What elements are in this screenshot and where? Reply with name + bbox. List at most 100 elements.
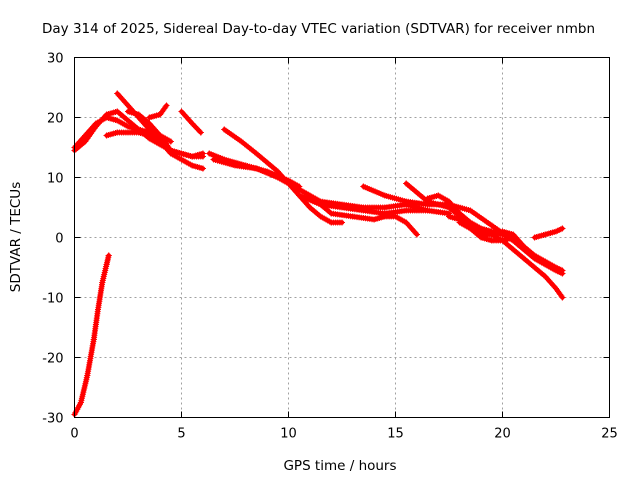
data-point bbox=[317, 213, 324, 220]
data-point bbox=[531, 252, 538, 259]
series-track-7 bbox=[146, 102, 170, 121]
data-point bbox=[103, 261, 110, 268]
data-point bbox=[510, 231, 517, 238]
data-point bbox=[125, 123, 131, 130]
y-tick-label: 0 bbox=[55, 232, 63, 247]
x-tick-label: 10 bbox=[280, 427, 297, 442]
data-point bbox=[206, 150, 213, 157]
data-point bbox=[349, 213, 356, 220]
data-point bbox=[328, 219, 335, 226]
data-point bbox=[197, 129, 204, 136]
data-point bbox=[253, 165, 260, 172]
data-point bbox=[435, 192, 442, 199]
data-point bbox=[488, 237, 495, 244]
data-point bbox=[146, 114, 153, 121]
data-point bbox=[264, 159, 271, 166]
data-point bbox=[114, 129, 121, 136]
data-point bbox=[125, 108, 131, 115]
data-point bbox=[92, 120, 99, 127]
data-point bbox=[253, 150, 260, 157]
data-point bbox=[163, 102, 170, 109]
y-tick-labels: -30 -20 -10 0 10 20 30 bbox=[42, 52, 63, 427]
data-point bbox=[146, 120, 153, 127]
data-point bbox=[424, 195, 431, 202]
data-point bbox=[317, 201, 324, 208]
data-point bbox=[114, 90, 121, 97]
data-point bbox=[542, 273, 549, 280]
data-point bbox=[105, 252, 112, 259]
data-point bbox=[424, 207, 431, 214]
series-track-8 bbox=[178, 108, 204, 136]
plot-frame bbox=[74, 57, 610, 418]
data-point bbox=[232, 162, 238, 169]
data-point bbox=[531, 264, 538, 271]
data-point bbox=[157, 132, 164, 139]
data-point bbox=[103, 114, 110, 121]
data-point bbox=[178, 150, 185, 157]
data-point bbox=[542, 231, 549, 238]
data-point bbox=[531, 234, 538, 241]
y-tick-label: -20 bbox=[42, 352, 63, 367]
y-axis-label: SDTVAR / TECUs bbox=[8, 182, 24, 292]
data-point bbox=[467, 219, 474, 226]
data-point bbox=[103, 132, 110, 139]
data-point bbox=[146, 132, 153, 139]
data-point bbox=[559, 294, 566, 301]
x-tick-label: 5 bbox=[177, 427, 185, 442]
data-point bbox=[478, 225, 485, 232]
data-point bbox=[135, 129, 142, 136]
data-point bbox=[339, 219, 345, 226]
data-point bbox=[77, 399, 84, 406]
x-tick-label: 20 bbox=[494, 427, 511, 442]
data-point bbox=[189, 153, 196, 160]
data-point bbox=[520, 243, 527, 250]
data-point bbox=[456, 219, 463, 226]
data-point bbox=[82, 138, 89, 145]
data-point bbox=[499, 237, 506, 244]
data-point bbox=[114, 117, 121, 124]
series-track-18 bbox=[456, 219, 566, 274]
data-point bbox=[178, 108, 185, 115]
data-point bbox=[125, 117, 131, 124]
data-point bbox=[296, 192, 303, 199]
data-point bbox=[167, 138, 174, 145]
x-tick-label: 25 bbox=[601, 427, 618, 442]
data-point bbox=[456, 210, 463, 217]
data-point bbox=[553, 228, 559, 235]
data-point bbox=[125, 102, 131, 109]
data-point bbox=[99, 279, 106, 286]
data-point bbox=[95, 306, 101, 313]
data-point bbox=[553, 285, 559, 292]
data-point bbox=[499, 228, 506, 235]
data-point bbox=[90, 336, 97, 343]
data-point bbox=[114, 108, 121, 115]
x-tick-labels: 0 5 10 15 20 25 bbox=[70, 427, 617, 442]
data-point bbox=[210, 156, 217, 163]
data-point bbox=[467, 225, 474, 232]
data-point bbox=[135, 111, 142, 118]
series-track-6 bbox=[125, 108, 174, 154]
data-point bbox=[360, 183, 367, 190]
data-point bbox=[520, 255, 527, 262]
data-point bbox=[371, 216, 378, 223]
data-point bbox=[221, 126, 228, 133]
data-point bbox=[381, 210, 388, 217]
chart-title: Day 314 of 2025, Sidereal Day-to-day VTE… bbox=[42, 21, 595, 37]
data-point bbox=[157, 111, 164, 118]
data-point bbox=[360, 207, 367, 214]
x-axis-label: GPS time / hours bbox=[283, 458, 396, 474]
data-point bbox=[381, 204, 388, 211]
data-point bbox=[339, 204, 345, 211]
data-point bbox=[413, 231, 420, 238]
data-point bbox=[403, 180, 410, 187]
series-track-13 bbox=[296, 192, 452, 217]
data-point bbox=[467, 207, 474, 214]
data-point bbox=[403, 207, 410, 214]
data-point bbox=[285, 180, 292, 187]
data-point bbox=[559, 267, 566, 274]
data-point bbox=[381, 192, 388, 199]
series-track-19 bbox=[531, 225, 566, 241]
data-point bbox=[446, 198, 452, 205]
